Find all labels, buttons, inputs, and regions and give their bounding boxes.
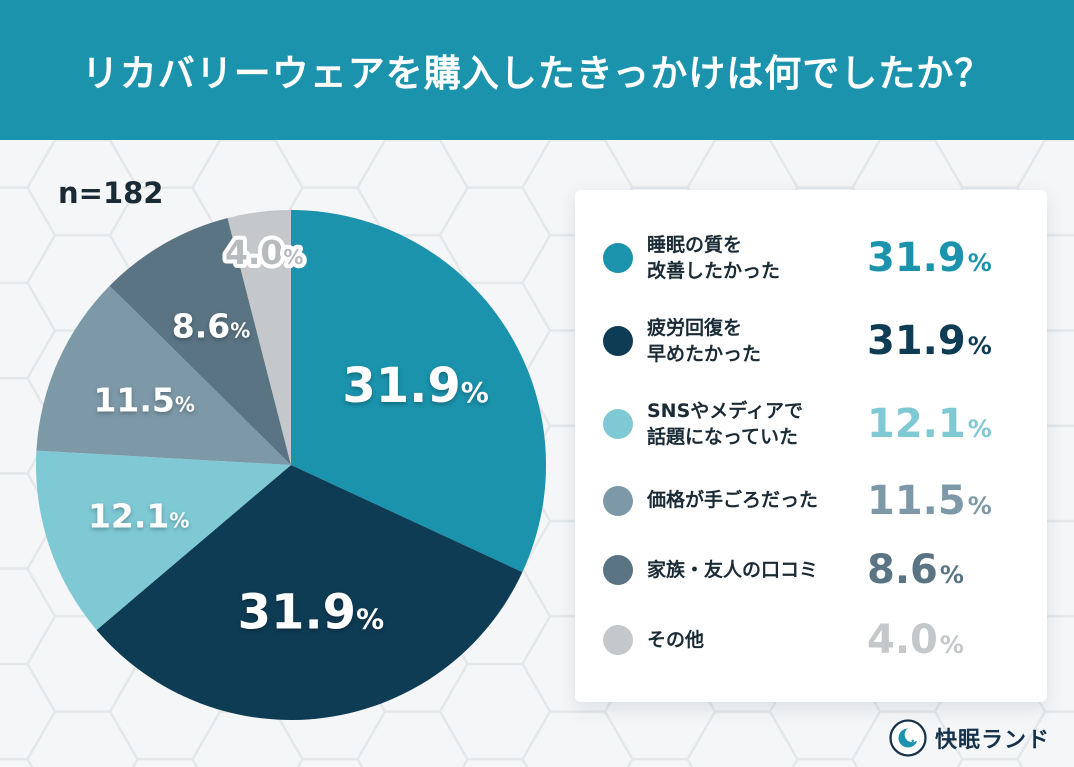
brand-name: 快眠ランド xyxy=(934,728,1050,753)
legend-dot xyxy=(603,409,633,440)
legend-dot xyxy=(603,555,633,586)
legend-item: 価格が手ごろだった 11.5% xyxy=(603,481,1019,521)
pie-slice-5 xyxy=(227,210,291,465)
legend-card: 睡眠の質を 改善したかった 31.9% 疲労回復を 早めたかった 31.9% xyxy=(575,190,1047,702)
brand-logo-icon xyxy=(889,719,927,757)
legend-dot xyxy=(603,243,633,274)
legend-dot xyxy=(603,625,633,656)
chart-area: n=182 31.9% 31.9% 12.1% 11.5% 8.6% 4.0% 睡眠の質を… xyxy=(0,140,1074,767)
pie-slice-0 xyxy=(291,210,546,573)
legend-label: 価格が手ごろだった xyxy=(647,489,819,512)
legend-value: 11.5% xyxy=(867,477,992,524)
title-banner: リカバリーウェアを購入したきっかけは何でしたか？ xyxy=(0,0,1074,140)
sample-size-label: n=182 xyxy=(58,176,164,210)
legend-label: 疲労回復を 早めたかった xyxy=(647,316,762,366)
legend-item: 疲労回復を 早めたかった 31.9% xyxy=(603,315,1019,368)
legend-label: SNSやメディアで 話題になっていた xyxy=(647,399,803,449)
pie-slice-4 xyxy=(109,218,291,465)
legend-item: 睡眠の質を 改善したかった 31.9% xyxy=(603,232,1019,285)
pie-slice-label-5: 4.0% xyxy=(225,233,304,272)
page-title: リカバリーウェアを購入したきっかけは何でしたか？ xyxy=(81,52,993,95)
pie-slice-label-0: 31.9% xyxy=(342,358,489,414)
legend-value: 31.9% xyxy=(867,318,992,365)
pie-slice-1 xyxy=(96,465,523,720)
pie-slice-label-1: 31.9% xyxy=(238,584,385,640)
legend-value: 4.0% xyxy=(867,617,964,664)
legend-value: 31.9% xyxy=(867,235,992,282)
legend-label: 睡眠の質を 改善したかった xyxy=(647,233,781,283)
pie-slice-label-2: 12.1% xyxy=(88,497,189,536)
legend-value: 8.6% xyxy=(867,547,964,594)
legend-item: SNSやメディアで 話題になっていた 12.1% xyxy=(603,398,1019,451)
legend-value: 12.1% xyxy=(867,401,992,448)
pie-slice-label-4: 8.6% xyxy=(172,306,251,345)
pie-slice-label-3: 11.5% xyxy=(93,380,194,419)
pie-slice-2 xyxy=(36,450,292,630)
brand-footer: 快眠ランド xyxy=(889,719,1050,757)
legend-dot xyxy=(603,326,633,357)
legend-label: その他 xyxy=(647,628,705,651)
legend-dot xyxy=(603,485,633,516)
pie-chart: 31.9% 31.9% 12.1% 11.5% 8.6% 4.0% xyxy=(36,210,546,720)
legend-label: 家族・友人の口コミ xyxy=(647,559,819,582)
legend-item: その他 4.0% xyxy=(603,620,1019,660)
pie-slice-3 xyxy=(36,285,291,465)
legend-item: 家族・友人の口コミ 8.6% xyxy=(603,550,1019,590)
